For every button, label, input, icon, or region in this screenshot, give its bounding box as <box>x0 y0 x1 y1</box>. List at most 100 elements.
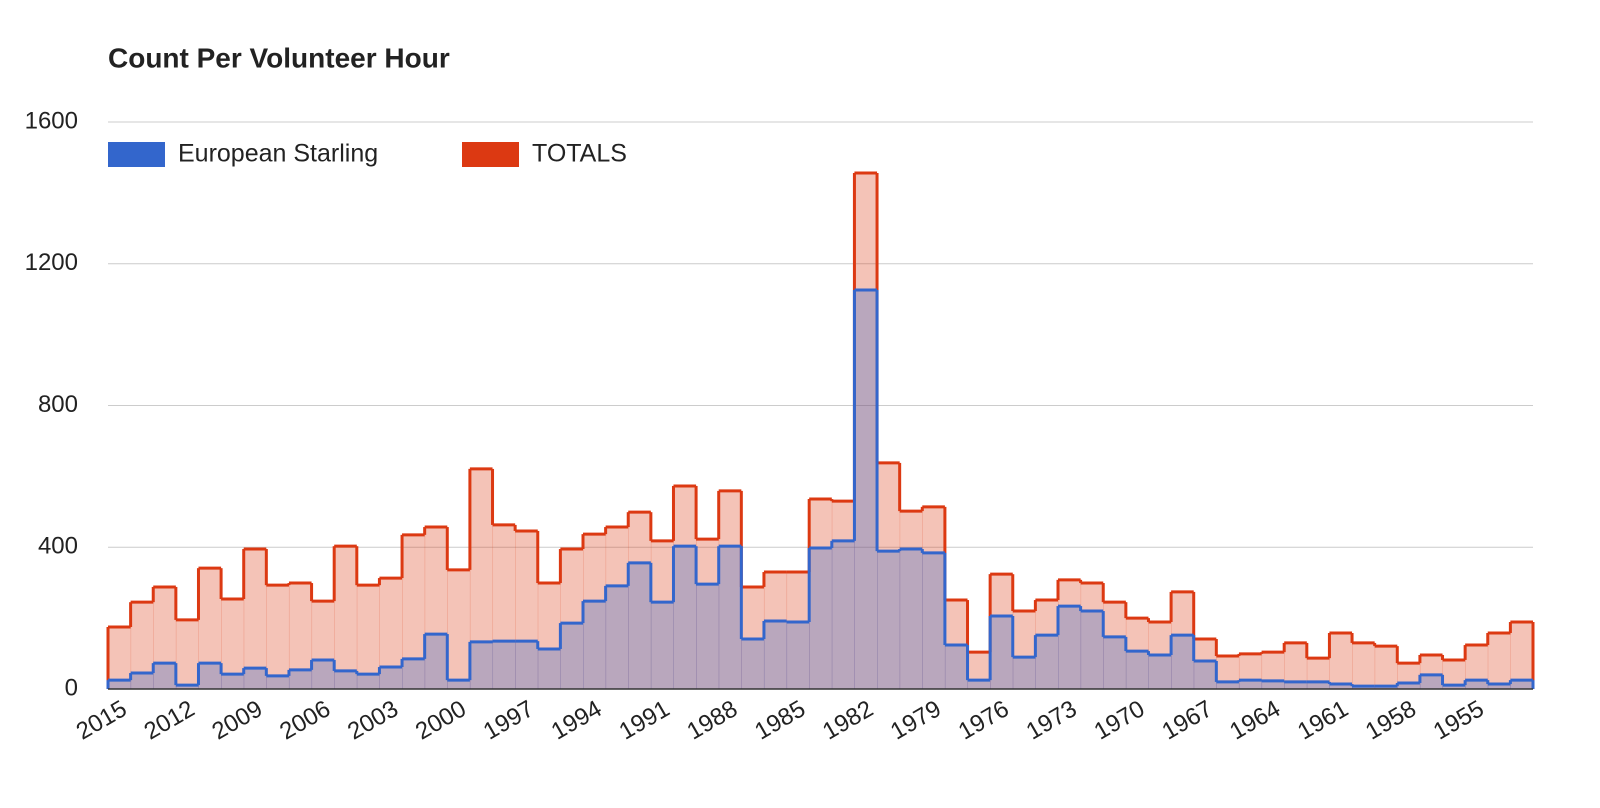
step-area <box>1329 684 1353 689</box>
step-area <box>356 585 380 689</box>
x-tick-label: 1988 <box>682 695 742 745</box>
step-area <box>628 562 652 689</box>
step-area <box>673 546 697 689</box>
step-area <box>854 173 878 689</box>
step-area <box>696 539 720 689</box>
step-area <box>1510 622 1534 689</box>
step-area <box>1329 633 1353 689</box>
legend-swatch <box>462 142 519 167</box>
step-area <box>515 641 539 689</box>
step-area <box>537 648 561 689</box>
x-tick-label: 1976 <box>954 695 1014 745</box>
step-area <box>1374 646 1398 689</box>
step-area <box>696 584 720 689</box>
step-area <box>1148 654 1172 689</box>
x-tick-label: 1967 <box>1157 695 1217 745</box>
step-area <box>1012 611 1036 689</box>
step-area <box>492 641 516 689</box>
step-area <box>402 658 426 689</box>
step-area <box>1487 684 1511 689</box>
step-area <box>515 530 539 689</box>
step-area <box>741 639 765 689</box>
step-area <box>560 623 584 689</box>
step-area <box>899 549 923 689</box>
step-area <box>583 601 607 689</box>
step-area <box>899 511 923 689</box>
step-area <box>922 552 946 689</box>
step-area <box>1510 680 1534 689</box>
step-area <box>1419 674 1444 689</box>
step-area <box>990 574 1014 689</box>
y-tick-label: 800 <box>38 391 78 418</box>
step-area <box>718 490 742 689</box>
step-area <box>786 622 810 689</box>
step-area <box>334 670 358 689</box>
step-area <box>854 289 878 689</box>
step-area <box>356 674 380 689</box>
step-area <box>288 583 313 689</box>
step-area <box>831 501 855 689</box>
step-area <box>605 585 629 689</box>
step-area <box>650 540 674 689</box>
x-tick-label: 2006 <box>275 695 335 745</box>
step-area <box>198 568 222 689</box>
step-area <box>1103 636 1127 689</box>
step-area <box>288 669 313 689</box>
y-tick-label: 0 <box>65 674 78 701</box>
step-area <box>809 547 833 689</box>
legend-swatch <box>108 142 165 167</box>
step-area <box>198 663 222 689</box>
step-area <box>877 462 901 689</box>
step-area <box>108 680 132 689</box>
step-area <box>583 534 607 689</box>
series <box>106 171 1535 689</box>
step-area <box>243 549 267 689</box>
step-area <box>1012 657 1036 689</box>
step-area <box>786 572 810 689</box>
step-area <box>130 673 154 689</box>
step-area <box>1306 681 1330 689</box>
x-tick-label: 1982 <box>818 695 878 745</box>
step-area <box>1465 645 1489 689</box>
x-tick-label: 1979 <box>886 695 946 745</box>
x-tick-label: 1991 <box>615 695 675 745</box>
legend-label: European Starling <box>178 140 378 168</box>
step-area <box>1058 606 1082 689</box>
step-area <box>153 663 177 689</box>
step-area <box>266 585 290 689</box>
step-area <box>1261 680 1285 689</box>
step-area <box>537 583 561 689</box>
x-tick-label: 2000 <box>411 695 471 745</box>
step-area <box>877 551 901 689</box>
step-area <box>424 527 448 689</box>
step-area <box>1193 639 1217 689</box>
step-area <box>469 468 494 689</box>
step-area <box>402 534 426 689</box>
step-area <box>763 620 788 689</box>
step-area <box>1035 635 1059 689</box>
step-area <box>1171 635 1195 689</box>
step-area <box>1465 680 1489 689</box>
x-tick-label: 1994 <box>547 695 607 745</box>
step-area <box>311 659 335 689</box>
x-tick-label: 1985 <box>750 695 810 745</box>
step-area <box>130 602 154 689</box>
step-area <box>1035 600 1059 689</box>
step-area <box>175 685 199 689</box>
x-tick-label: 2003 <box>343 695 403 745</box>
step-area <box>831 540 855 689</box>
step-area <box>266 675 290 689</box>
step-area <box>1238 680 1263 689</box>
step-area <box>605 527 629 689</box>
step-area <box>1419 654 1444 689</box>
chart-title: Count Per Volunteer Hour <box>108 42 450 73</box>
step-area <box>718 546 742 689</box>
step-area <box>1352 642 1376 689</box>
step-area <box>673 485 697 689</box>
step-area <box>1193 661 1217 689</box>
step-area <box>469 641 494 689</box>
x-tick-label: 2012 <box>140 695 200 745</box>
x-tick-label: 1964 <box>1225 695 1285 745</box>
step-area <box>1487 633 1511 689</box>
